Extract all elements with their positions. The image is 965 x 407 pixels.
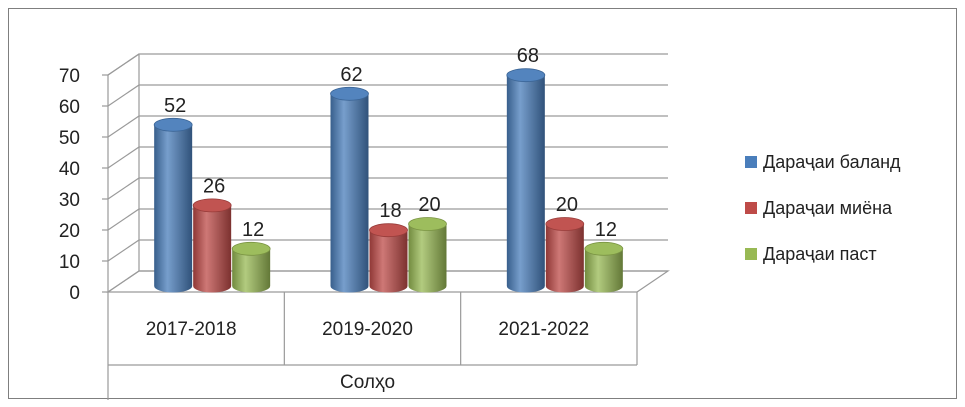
category-label: 2017-2018 xyxy=(146,319,237,340)
bar-top xyxy=(408,217,447,231)
bar xyxy=(408,217,447,293)
bar-body xyxy=(408,224,447,293)
y-tick-label: 10 xyxy=(59,252,80,273)
bar-body xyxy=(369,230,408,293)
bar-body xyxy=(154,124,193,293)
legend: Дараҷаи баланд Дараҷаи миёна Дараҷаи паст xyxy=(745,152,901,264)
bar-top xyxy=(545,217,585,231)
bar xyxy=(330,86,369,293)
data-label: 52 xyxy=(164,95,186,117)
bar-body xyxy=(545,224,584,293)
bar-top xyxy=(584,241,624,256)
bar-top xyxy=(506,68,546,83)
data-label: 20 xyxy=(556,194,578,216)
y-tick-label: 30 xyxy=(59,190,80,211)
data-label: 18 xyxy=(379,200,401,222)
y-tick-label: 0 xyxy=(69,283,80,304)
gridline xyxy=(107,177,668,200)
bar-body xyxy=(330,93,369,293)
data-label: 62 xyxy=(340,64,362,86)
legend-label: Дараҷаи миёна xyxy=(763,198,893,218)
bar xyxy=(192,198,232,293)
gridline xyxy=(107,208,668,231)
data-labels: 52 26 12 62 18 20 68 20 12 xyxy=(164,45,617,241)
y-tick-label: 20 xyxy=(59,221,80,242)
bar xyxy=(545,217,585,293)
gridlines xyxy=(107,53,668,293)
bar-top xyxy=(192,198,232,213)
side-wall xyxy=(107,53,140,292)
data-label: 20 xyxy=(418,194,440,216)
bar xyxy=(506,68,546,293)
y-tick-label: 60 xyxy=(59,97,80,118)
data-label: 26 xyxy=(203,175,225,197)
bar xyxy=(153,117,193,293)
data-label: 12 xyxy=(595,219,617,241)
gridline xyxy=(107,115,668,138)
gridline xyxy=(107,239,668,262)
gridline xyxy=(107,84,668,107)
legend-swatch xyxy=(745,248,757,260)
x-axis-title: Солҳо xyxy=(340,372,395,393)
bars xyxy=(153,68,624,293)
gridline xyxy=(107,53,668,76)
bar-body xyxy=(193,205,232,293)
bar-body xyxy=(584,248,623,293)
y-axis-ticks: 0 10 20 30 40 50 60 70 xyxy=(59,66,108,304)
category-label: 2021-2022 xyxy=(498,319,589,340)
bar xyxy=(584,241,624,293)
legend-swatch xyxy=(745,202,757,214)
bar-body xyxy=(232,248,271,293)
bar xyxy=(231,241,271,293)
category-label: 2019-2020 xyxy=(322,319,413,340)
bar-top xyxy=(231,241,271,256)
bar-body xyxy=(506,75,545,293)
bar-top xyxy=(330,86,369,101)
data-label: 68 xyxy=(517,45,539,67)
gridline xyxy=(107,270,668,293)
bar-top xyxy=(153,117,193,132)
bar-top xyxy=(369,223,408,238)
data-label: 12 xyxy=(242,219,264,241)
gridline xyxy=(107,146,668,169)
bar xyxy=(369,223,408,293)
y-tick-label: 70 xyxy=(59,66,80,87)
y-tick-label: 50 xyxy=(59,128,80,149)
y-tick-label: 40 xyxy=(59,159,80,180)
x-axis: 2017-2018 2019-2020 2021-2022 Солҳо xyxy=(107,292,638,400)
legend-label: Дараҷаи баланд xyxy=(763,152,901,172)
legend-label: Дараҷаи паст xyxy=(763,244,877,264)
legend-swatch xyxy=(745,156,757,168)
